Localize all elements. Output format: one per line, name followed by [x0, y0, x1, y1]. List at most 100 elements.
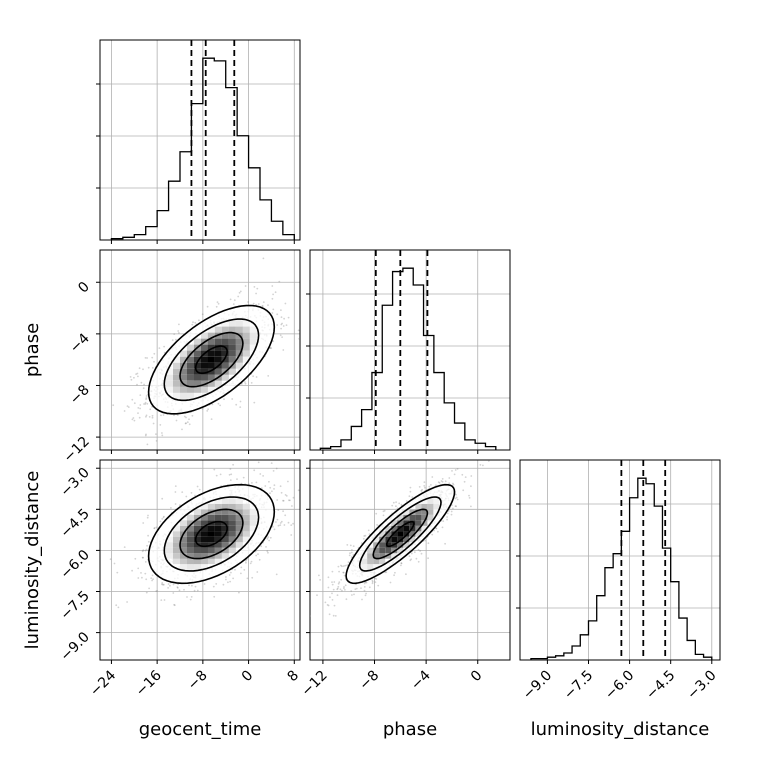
scatter-point — [305, 281, 307, 283]
contour-level — [179, 331, 244, 388]
scatter-point — [289, 499, 291, 502]
density-cell — [214, 338, 222, 345]
scatter-point — [146, 443, 149, 446]
tick-label-y: −4 — [67, 330, 93, 356]
scatter-point — [146, 402, 149, 405]
scatter-point — [129, 376, 132, 378]
density-cell — [166, 536, 173, 543]
density-cell — [228, 542, 236, 548]
scatter-point — [276, 499, 279, 501]
density-cell — [391, 531, 398, 537]
density-cell — [201, 520, 208, 526]
scatter-luminosity-distance-vs-geocent-time-frame — [99, 459, 301, 661]
scatter-point — [142, 387, 145, 390]
density-cell — [242, 536, 250, 543]
scatter-point — [160, 414, 162, 417]
scatter-point — [172, 592, 175, 594]
density-cell — [214, 547, 222, 554]
scatter-point — [242, 476, 245, 479]
scatter-point — [215, 305, 218, 308]
density-cell — [242, 338, 250, 345]
density-cell — [207, 356, 215, 363]
scatter-point — [327, 586, 330, 589]
scatter-point — [409, 490, 412, 493]
scatter-point — [143, 403, 145, 405]
scatter-point — [450, 513, 453, 516]
scatter-point — [151, 367, 154, 369]
density-cell — [373, 547, 380, 554]
density-cell — [415, 509, 422, 515]
density-cell — [221, 356, 229, 363]
scatter-point — [455, 505, 457, 508]
density-cell — [166, 368, 173, 375]
scatter-point — [470, 475, 473, 477]
scatter-point — [163, 345, 166, 348]
density-cell — [214, 514, 222, 521]
scatter-point — [363, 589, 366, 592]
density-cell — [194, 525, 201, 532]
density-cell — [421, 525, 428, 532]
scatter-point — [421, 488, 423, 491]
density-cell — [214, 542, 222, 548]
scatter-point — [468, 494, 470, 497]
density-cell — [235, 503, 243, 510]
scatter-point — [113, 562, 116, 565]
scatter-point — [237, 295, 240, 298]
density-cell — [221, 332, 229, 339]
density-cell — [180, 542, 187, 548]
scatter-point — [417, 548, 420, 551]
scatter-point — [324, 445, 326, 447]
scatter-point — [444, 542, 446, 545]
scatter-point — [253, 286, 256, 288]
density-cell — [166, 380, 173, 387]
density-cell — [228, 547, 236, 554]
scatter-point — [144, 401, 147, 404]
scatter-point — [230, 473, 233, 476]
density-cell — [235, 356, 243, 363]
axis-label-y: phase — [22, 323, 43, 377]
scatter-point — [123, 410, 126, 412]
density-cell — [187, 368, 194, 375]
hist-luminosity-distance-grid — [516, 460, 720, 664]
scatter-point — [409, 559, 412, 562]
density-cell — [361, 564, 368, 570]
density-cell — [207, 326, 215, 333]
density-cell — [187, 374, 194, 381]
scatter-point — [225, 578, 227, 581]
scatter-point — [368, 586, 371, 589]
scatter-point — [282, 499, 285, 502]
scatter-point — [271, 285, 274, 287]
density-cell — [173, 374, 180, 381]
density-cell — [421, 503, 428, 510]
density-cell — [221, 362, 229, 369]
density-cell — [207, 338, 215, 345]
scatter-point — [332, 614, 335, 617]
scatter-point — [423, 485, 426, 487]
scatter-point — [196, 485, 199, 488]
scatter-point — [433, 529, 435, 532]
scatter-point — [137, 375, 139, 378]
scatter-point — [360, 587, 362, 589]
tick-label-y: −4.5 — [57, 506, 92, 541]
scatter-point — [185, 416, 187, 419]
scatter-point — [269, 486, 272, 489]
scatter-point — [420, 552, 423, 555]
density-cell — [228, 498, 236, 504]
scatter-luminosity-distance-vs-phase-density — [361, 498, 440, 570]
density-cell — [207, 503, 215, 510]
scatter-point — [153, 360, 155, 363]
scatter-point — [151, 579, 154, 582]
tick-label-y: 0 — [75, 279, 93, 297]
scatter-point — [191, 323, 194, 326]
scatter-point — [395, 501, 397, 503]
density-cell — [207, 350, 215, 357]
scatter-point — [178, 589, 181, 592]
scatter-point — [395, 505, 397, 508]
hist-phase-grid — [306, 250, 510, 454]
scatter-point — [336, 594, 339, 597]
scatter-point — [409, 486, 412, 489]
density-cell — [201, 344, 208, 351]
hist-phase-step — [319, 267, 497, 450]
density-cell — [173, 558, 180, 565]
scatter-point — [148, 587, 151, 590]
